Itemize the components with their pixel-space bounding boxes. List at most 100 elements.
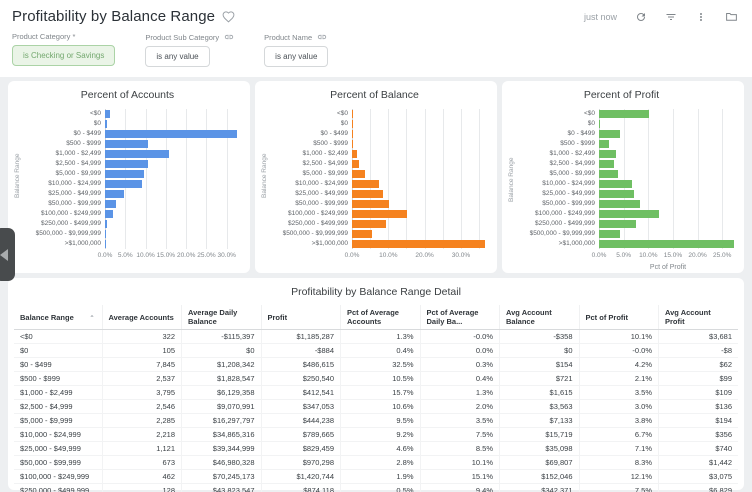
column-header-Pct of Profit[interactable]: Pct of Profit [579,305,659,330]
cell[interactable]: 8.3% [579,455,659,470]
cell[interactable]: $444,238 [261,413,341,428]
bar->$1,000,000[interactable] [105,240,106,248]
cell[interactable]: $0 [181,343,262,358]
cell[interactable]: 2,285 [102,413,182,428]
column-header-Profit[interactable]: Profit [261,305,341,330]
bar->$1,000,000[interactable] [352,240,485,248]
cell[interactable]: $1,208,342 [181,357,262,372]
cell[interactable]: 1.3% [340,329,421,344]
bar-$2,500 - $4,999[interactable] [599,160,614,168]
cell[interactable]: $250,540 [261,371,341,386]
bar-<$0[interactable] [105,110,111,118]
row-label[interactable]: $25,000 - $49,999 [14,441,103,456]
row-label[interactable]: $250,000 - $499,999 [14,483,103,492]
bar-$5,000 - $9,999[interactable] [105,170,144,178]
cell[interactable]: 9.2% [340,427,421,442]
column-header-Average Daily Balance[interactable]: Average Daily Balance [181,305,262,330]
cell[interactable]: $43,823,547 [181,483,262,492]
cell[interactable]: $874,118 [261,483,341,492]
cell[interactable]: 322 [102,329,182,344]
refresh-icon[interactable] [635,11,647,23]
bar-$25,000 - $49,999[interactable] [599,190,634,198]
cell[interactable]: 128 [102,483,182,492]
cell[interactable]: $152,046 [499,469,580,484]
cell[interactable]: 0.0% [420,343,500,358]
cell[interactable]: $1,420,744 [261,469,341,484]
bar-$2,500 - $4,999[interactable] [105,160,149,168]
cell[interactable]: 4.2% [579,357,659,372]
bar-$500 - $999[interactable] [105,140,148,148]
cell[interactable]: 0.4% [420,371,500,386]
cell[interactable]: 462 [102,469,182,484]
cell[interactable]: -$8 [658,343,738,358]
cell[interactable]: 10.6% [340,399,421,414]
column-header-Avg Account Profit[interactable]: Avg Account Profit [658,305,738,330]
filter-chip-product-sub-category[interactable]: is any value [145,46,210,67]
bar-$0[interactable] [599,120,600,128]
cell[interactable]: 673 [102,455,182,470]
cell[interactable]: 9.4% [420,483,500,492]
cell[interactable]: 6.7% [579,427,659,442]
bar-<$0[interactable] [352,110,353,118]
bar-$25,000 - $49,999[interactable] [352,190,383,198]
bar-<$0[interactable] [599,110,649,118]
bar-$0[interactable] [352,120,353,128]
cell[interactable]: $356 [658,427,738,442]
cell[interactable]: 2.1% [579,371,659,386]
cell[interactable]: 7.5% [579,483,659,492]
cell[interactable]: 105 [102,343,182,358]
filter-icon[interactable] [665,11,677,23]
cell[interactable]: 8.5% [420,441,500,456]
column-header-Avg Account Balance[interactable]: Avg Account Balance [499,305,580,330]
bar-$10,000 - $24,999[interactable] [599,180,633,188]
bar-$250,000 - $499,999[interactable] [105,220,108,228]
cell[interactable]: 2,546 [102,399,182,414]
cell[interactable]: $6,829 [658,483,738,492]
bar-$0 - $499[interactable] [352,130,354,138]
cell[interactable]: 12.1% [579,469,659,484]
cell[interactable]: $0 [499,343,580,358]
cell[interactable]: 10.1% [579,329,659,344]
cell[interactable]: $3,075 [658,469,738,484]
cell[interactable]: 7.5% [420,427,500,442]
cell[interactable]: 2.8% [340,455,421,470]
cell[interactable]: 3.0% [579,399,659,414]
cell[interactable]: $99 [658,371,738,386]
cell[interactable]: 15.1% [420,469,500,484]
cell[interactable]: $3,681 [658,329,738,344]
cell[interactable]: -0.0% [579,343,659,358]
cell[interactable]: $486,615 [261,357,341,372]
cell[interactable]: 2.0% [420,399,500,414]
cell[interactable]: 10.1% [420,455,500,470]
cell[interactable]: $7,133 [499,413,580,428]
row-label[interactable]: $0 - $499 [14,357,103,372]
cell[interactable]: 3,795 [102,385,182,400]
cell[interactable]: 10.5% [340,371,421,386]
cell[interactable]: 3.5% [420,413,500,428]
row-label[interactable]: <$0 [14,329,103,344]
bar-$0[interactable] [105,120,107,128]
cell[interactable]: $62 [658,357,738,372]
row-label[interactable]: $50,000 - $99,999 [14,455,103,470]
cell[interactable]: $16,297,797 [181,413,262,428]
bar-$500 - $999[interactable] [352,140,354,148]
bar-$500,000 - $9,999,999[interactable] [105,230,106,238]
bar-$100,000 - $249,999[interactable] [105,210,113,218]
cell[interactable]: 2,218 [102,427,182,442]
cell[interactable]: $1,185,287 [261,329,341,344]
cell[interactable]: $1,828,547 [181,371,262,386]
cell[interactable]: 2,537 [102,371,182,386]
row-label[interactable]: $2,500 - $4,999 [14,399,103,414]
cell[interactable]: $3,563 [499,399,580,414]
cell[interactable]: 0.4% [340,343,421,358]
cell[interactable]: 7.1% [579,441,659,456]
bar->$1,000,000[interactable] [599,240,735,248]
cell[interactable]: 15.7% [340,385,421,400]
cell[interactable]: $789,665 [261,427,341,442]
cell[interactable]: $347,053 [261,399,341,414]
cell[interactable]: $154 [499,357,580,372]
cell[interactable]: -$115,397 [181,329,262,344]
filter-chip-product-name[interactable]: is any value [264,46,329,67]
cell[interactable]: $15,719 [499,427,580,442]
bar-$5,000 - $9,999[interactable] [352,170,365,178]
